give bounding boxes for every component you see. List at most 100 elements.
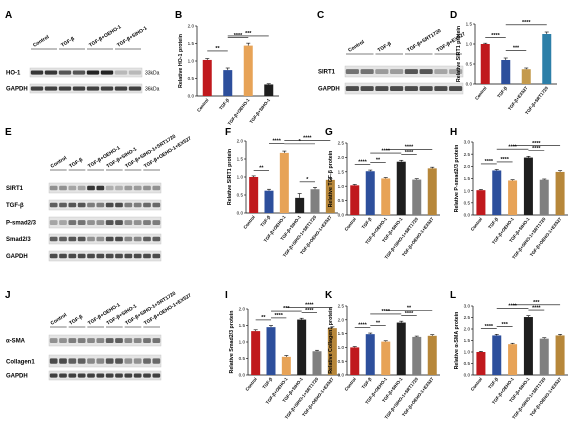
blot-band bbox=[44, 70, 58, 75]
significance-label: **** bbox=[405, 145, 414, 151]
row-label: GAPDH bbox=[6, 254, 28, 260]
blot-band bbox=[124, 253, 133, 259]
blot-band bbox=[133, 338, 142, 344]
row-label: TGF-β bbox=[6, 203, 24, 209]
y-axis-label: Relative SIRT1 protein bbox=[227, 149, 233, 205]
y-tick-label: 0.5 bbox=[464, 361, 471, 366]
x-tick-label: TGF-β bbox=[487, 376, 499, 390]
y-tick-label: 2.0 bbox=[338, 155, 345, 160]
bar-tgf-oeho-1 bbox=[381, 178, 391, 215]
bar-tgf-siho-1 bbox=[297, 319, 307, 375]
bar-tgf bbox=[266, 327, 276, 375]
blot-band bbox=[105, 202, 114, 208]
blot-band bbox=[49, 373, 58, 378]
panel-label: D bbox=[450, 10, 457, 21]
panel-label: G bbox=[325, 127, 333, 138]
bar-tgf-siho-1 bbox=[264, 84, 274, 96]
significance-label: **** bbox=[508, 144, 517, 150]
column-label: TGF-β+EX527 bbox=[436, 31, 467, 54]
column-label: TGF-β bbox=[68, 157, 84, 170]
blot-band bbox=[100, 86, 114, 91]
chart-panel-f: F 0.0 0.5 1.0 1.5 2.0 Relative SIRT1 protein Co… bbox=[225, 127, 338, 258]
significance-label: **** bbox=[508, 304, 517, 310]
x-tick-label: TGF-β bbox=[361, 216, 373, 230]
blot-band bbox=[87, 338, 95, 344]
significance-label: **** bbox=[358, 323, 367, 329]
blot-band bbox=[96, 220, 105, 226]
bar-control bbox=[350, 185, 360, 215]
y-tick-label: 0.0 bbox=[188, 94, 195, 99]
significance-label: **** bbox=[305, 303, 314, 309]
y-tick-label: 2.5 bbox=[464, 152, 471, 157]
blot-band bbox=[87, 373, 95, 378]
bar-tgf bbox=[223, 70, 233, 96]
blot-band bbox=[77, 373, 86, 378]
bar-tgf-siho-1 bbox=[523, 317, 533, 375]
chart-panel-g: G 0.0 0.5 1.0 1.5 2.0 2.5 Relative TGF-β protei… bbox=[325, 127, 440, 260]
blot-band bbox=[152, 253, 161, 259]
blot-band bbox=[152, 373, 161, 378]
blot-band bbox=[115, 236, 123, 242]
blot-band bbox=[87, 220, 95, 226]
y-axis-label: Relative Collagen1 protein bbox=[328, 307, 334, 374]
blot-band bbox=[133, 253, 142, 259]
blot-band bbox=[124, 358, 133, 364]
bar-tgf-siho-1 bbox=[523, 157, 533, 215]
bar-tgf-siho-1 bbox=[396, 322, 406, 375]
y-tick-label: 0.0 bbox=[338, 213, 345, 218]
y-tick-label: 1.0 bbox=[237, 175, 244, 180]
y-tick-label: 0.5 bbox=[464, 200, 471, 205]
blot-band bbox=[59, 202, 67, 208]
bar-tgf bbox=[492, 170, 502, 215]
blot-band bbox=[152, 236, 161, 242]
blot-strip bbox=[48, 216, 162, 229]
blot-band bbox=[77, 220, 86, 226]
blot-band bbox=[30, 86, 44, 91]
blot-band bbox=[133, 220, 142, 226]
significance-label: *** bbox=[533, 300, 540, 306]
x-tick-label: Control bbox=[196, 98, 210, 113]
significance-label: * bbox=[306, 177, 309, 183]
blot-band bbox=[59, 253, 67, 259]
y-tick-label: 1.0 bbox=[239, 340, 246, 345]
blot-band bbox=[345, 86, 359, 92]
blot-band bbox=[434, 69, 448, 75]
bar-control bbox=[476, 190, 486, 215]
blot-band bbox=[100, 70, 114, 75]
bar-tgf-siho-1 bbox=[295, 197, 305, 213]
blot-band bbox=[68, 185, 77, 191]
blot-strip bbox=[48, 199, 162, 211]
blot-band bbox=[143, 202, 151, 208]
blot-band bbox=[133, 185, 142, 191]
x-tick-label: TGF-β+EX527 bbox=[507, 85, 529, 111]
blot-band bbox=[115, 373, 123, 378]
significance-label: ** bbox=[407, 306, 412, 312]
blot-band bbox=[143, 338, 151, 344]
blot-band bbox=[68, 358, 77, 364]
blot-band bbox=[59, 220, 67, 226]
blot-band bbox=[114, 70, 128, 75]
blot-band bbox=[105, 358, 114, 364]
blot-band bbox=[105, 236, 114, 242]
significance-label: **** bbox=[305, 308, 314, 314]
column-label: Control bbox=[50, 312, 69, 327]
y-tick-label: 1.5 bbox=[466, 22, 473, 27]
bar-tgf-siho-1-srt1720 bbox=[539, 179, 549, 215]
panel-label: L bbox=[450, 290, 456, 301]
x-tick-label: TGF-β+SRT1720 bbox=[524, 85, 549, 115]
blot-strip bbox=[29, 83, 143, 94]
row-label: SIRT1 bbox=[318, 70, 336, 76]
y-tick-label: 1.0 bbox=[464, 188, 471, 193]
bar-control bbox=[202, 59, 212, 96]
significance-label: **** bbox=[382, 309, 391, 315]
bar-tgf-siho-1-srt1720 bbox=[539, 338, 549, 375]
y-axis-label: Relative HO-1 protein bbox=[178, 34, 184, 88]
y-tick-label: 1.5 bbox=[237, 157, 244, 162]
y-tick-label: 1.0 bbox=[466, 42, 473, 47]
blot-band bbox=[86, 70, 100, 75]
blot-band bbox=[434, 86, 448, 92]
y-tick-label: 0.0 bbox=[338, 373, 345, 378]
row-label: SIRT1 bbox=[6, 186, 24, 192]
panel-label: A bbox=[5, 10, 12, 21]
blot-strip bbox=[48, 354, 162, 368]
